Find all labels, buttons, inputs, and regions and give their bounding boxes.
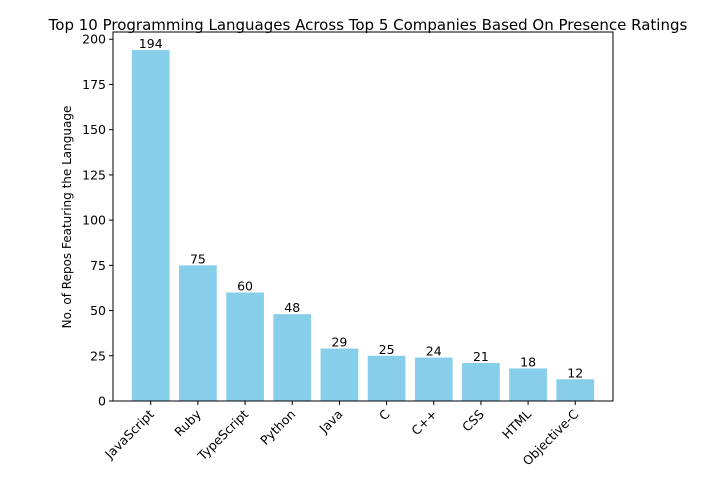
bar — [273, 314, 312, 401]
bar — [131, 50, 170, 402]
y-tick-label: 75 — [90, 258, 106, 273]
y-tick-label: 100 — [82, 213, 106, 228]
x-tick-label: CSS — [459, 406, 487, 434]
bar — [462, 363, 500, 401]
y-tick-label: 25 — [90, 348, 106, 363]
bar — [320, 348, 359, 401]
y-tick-label: 0 — [98, 394, 106, 409]
x-tick-label: C — [376, 406, 393, 423]
data-label: 18 — [520, 354, 536, 369]
x-tick-label: Ruby — [171, 406, 204, 439]
x-tick-label: Java — [316, 407, 346, 437]
data-label: 29 — [331, 335, 347, 350]
y-axis-label: No. of Repos Featuring the Language — [60, 106, 74, 329]
bar — [226, 292, 264, 401]
x-tick-label: Python — [257, 407, 298, 448]
y-tick-label: 175 — [82, 77, 106, 92]
x-tick-label: JavaScript — [101, 406, 157, 462]
y-tick-label: 150 — [82, 122, 106, 137]
data-label: 60 — [237, 278, 253, 293]
y-tick-label: 50 — [90, 303, 106, 318]
data-label: 21 — [473, 349, 489, 364]
data-label: 75 — [190, 251, 206, 266]
chart-title: Top 10 Programming Languages Across Top … — [48, 16, 688, 34]
x-tick-label: HTML — [499, 406, 534, 441]
data-label: 25 — [379, 342, 395, 357]
bar — [367, 355, 406, 401]
x-tick-label: TypeScript — [194, 406, 251, 463]
data-label: 194 — [139, 36, 163, 51]
data-label: 24 — [426, 344, 442, 359]
bar — [556, 379, 595, 401]
bar — [179, 265, 217, 401]
bar — [509, 368, 547, 401]
bar — [414, 357, 453, 401]
data-label: 48 — [284, 300, 300, 315]
x-tick-label: C++ — [408, 407, 440, 439]
y-tick-label: 125 — [82, 167, 106, 182]
plot-frame — [112, 31, 614, 402]
plot-area: 194 JavaScript 75 Ruby 60 TypeScript 48 Python 2… — [82, 31, 614, 468]
y-tick-label: 200 — [82, 32, 106, 47]
data-label: 12 — [567, 365, 583, 380]
